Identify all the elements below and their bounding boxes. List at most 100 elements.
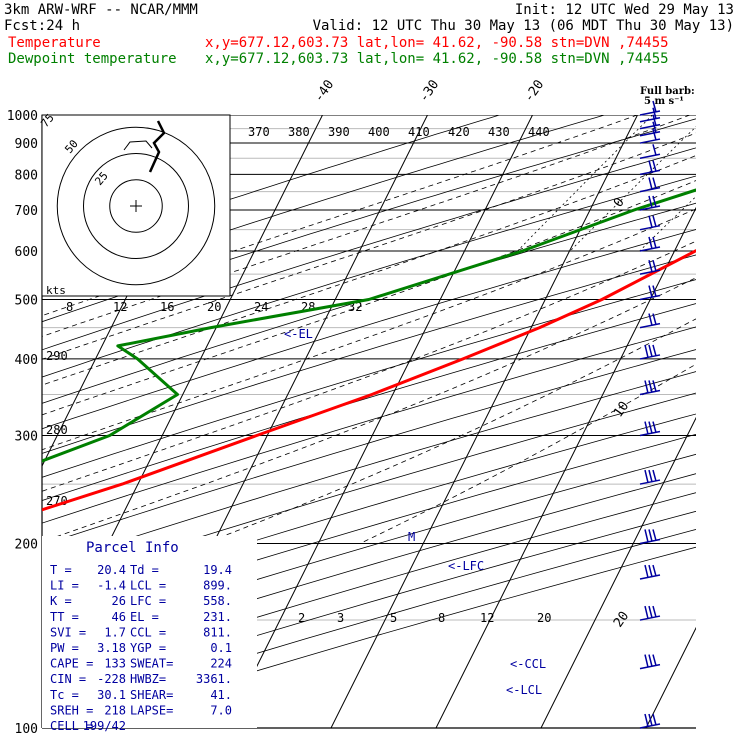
legend-temperature: Temperature	[8, 35, 101, 51]
wind-barb-staff	[639, 110, 661, 116]
wind-barb-flag	[652, 285, 657, 297]
mixing-ratio-top-label: 8	[66, 300, 73, 314]
sounding-traces	[42, 188, 696, 512]
wind-barb	[639, 144, 661, 160]
axis-labels: 100 200 300 400 500 600 700 800 900 1000 -40 -30 -20…	[7, 77, 633, 737]
wind-barb-flag	[652, 564, 657, 577]
temperature-tick-label: -20	[521, 77, 547, 105]
wind-barb-flag	[648, 285, 653, 298]
parcel-info-a: T =	[50, 563, 72, 577]
parcel-info-a: CIN =	[50, 672, 86, 686]
parcel-info-d: 899.	[203, 579, 232, 593]
theta-label: 430	[488, 125, 510, 139]
mixing-ratio-label: 2	[298, 611, 305, 625]
isotherm	[225, 115, 533, 728]
parcel-info-b: 1.7	[104, 625, 126, 639]
dewpoint-trace	[42, 188, 696, 463]
parcel-info-a: LI =	[50, 579, 79, 593]
wind-barb	[639, 654, 661, 670]
mixing-ratio-label: 12	[480, 611, 494, 625]
temperature-tick-label: -30	[416, 77, 442, 105]
parcel-info-b: 199/42	[83, 719, 126, 733]
wind-barb-flag	[648, 605, 653, 619]
parcel-info-b: 20.4	[97, 563, 126, 577]
wind-barb-staff	[639, 123, 661, 130]
parcel-info-a: PW =	[50, 641, 79, 655]
isotherm	[0, 115, 8, 728]
temperature-trace	[42, 249, 696, 512]
wind-barb	[639, 605, 661, 621]
wind-barb-staff	[639, 574, 661, 580]
theta-label: 390	[328, 125, 350, 139]
moist-adiabat	[42, 240, 696, 492]
dry-adiabat	[42, 349, 696, 546]
mixing-ratio-label: 8	[438, 611, 445, 625]
mixing-ratio-line	[707, 115, 740, 251]
dry-adiabat	[42, 473, 696, 666]
parcel-info-d: 224	[210, 657, 232, 671]
wind-barb-staff	[639, 430, 661, 437]
ccl-marker: <-CCL	[510, 657, 546, 671]
wind-barb-staff	[639, 479, 661, 485]
barb-legend-line1: Full barb:	[640, 86, 695, 97]
parcel-info-c: HWBZ=	[130, 672, 166, 686]
wind-barb-staff	[639, 389, 661, 396]
wind-barb	[639, 713, 661, 729]
valid-time: Valid: 12 UTC Thu 30 May 13 (06 MDT Thu …	[313, 18, 734, 34]
hodograph-trace	[148, 120, 166, 173]
wind-barb-flag	[648, 195, 653, 208]
parcel-info-a: SVI =	[50, 625, 86, 639]
pressure-tick-label: 1000	[7, 109, 38, 124]
parcel-info-d: 0.1	[210, 641, 232, 655]
wind-barb-flag	[648, 564, 653, 578]
wind-barb-flag	[652, 107, 657, 119]
wind-barb-flag	[648, 177, 653, 190]
wind-barb-flag	[652, 344, 657, 357]
wind-barb	[639, 215, 661, 231]
parcel-info-d: 558.	[203, 594, 232, 608]
dry-adiabat	[42, 433, 696, 628]
wind-barb-flag	[652, 313, 657, 325]
parcel-info-d: 19.4	[203, 563, 232, 577]
dry-adiabat	[42, 453, 696, 648]
dry-adiabat	[42, 147, 696, 351]
theta-label: 420	[448, 125, 470, 139]
parcel-info-panel: Parcel Info T = 20.4 Td = 19.4 LI = -1.4 LCL =…	[42, 536, 257, 733]
legend-temperature-location: x,y=677.12,603.73 lat,lon= 41.62, -90.58…	[205, 35, 669, 51]
wind-barb-staff	[639, 663, 661, 670]
wind-barb-staff	[639, 354, 661, 360]
wind-barb-flag	[644, 469, 649, 483]
wind-barb-flag	[652, 100, 657, 113]
mixing-ratio-label: 20	[537, 611, 551, 625]
parcel-info-c: CCL =	[130, 625, 166, 639]
wind-barb-flag	[652, 421, 657, 433]
wind-barb-flag	[652, 654, 657, 666]
wind-barb-flag	[644, 713, 649, 727]
dry-adiabat	[42, 279, 696, 478]
theta-label: 380	[288, 125, 310, 139]
wind-barb-flag	[648, 380, 653, 393]
wind-barb-flag	[652, 114, 657, 126]
wind-barb-flag	[648, 713, 653, 726]
wind-barb-flag	[648, 259, 653, 273]
wind-barb	[639, 313, 661, 329]
wind-barb-flag	[648, 236, 653, 249]
wind-barb-staff	[639, 322, 661, 329]
wind-barb	[639, 121, 661, 137]
wind-barb-flag	[652, 215, 657, 227]
dry-adiabat	[42, 303, 696, 501]
pressure-tick-label: 700	[15, 204, 38, 219]
wind-barb-flag	[644, 380, 649, 394]
pressure-tick-label: 300	[15, 430, 38, 445]
parcel-info-c: YGP =	[130, 641, 166, 655]
wind-barb	[639, 107, 661, 123]
theta-label: 410	[408, 125, 430, 139]
wind-barb-flag	[644, 344, 649, 358]
pressure-tick-label: 100	[15, 722, 38, 737]
wind-barbs	[639, 100, 661, 729]
hodograph-units: kts	[46, 284, 66, 297]
moist-adiabat	[359, 363, 696, 544]
wind-barb	[639, 177, 661, 193]
mixing-ratio-top-label: 24	[254, 300, 268, 314]
